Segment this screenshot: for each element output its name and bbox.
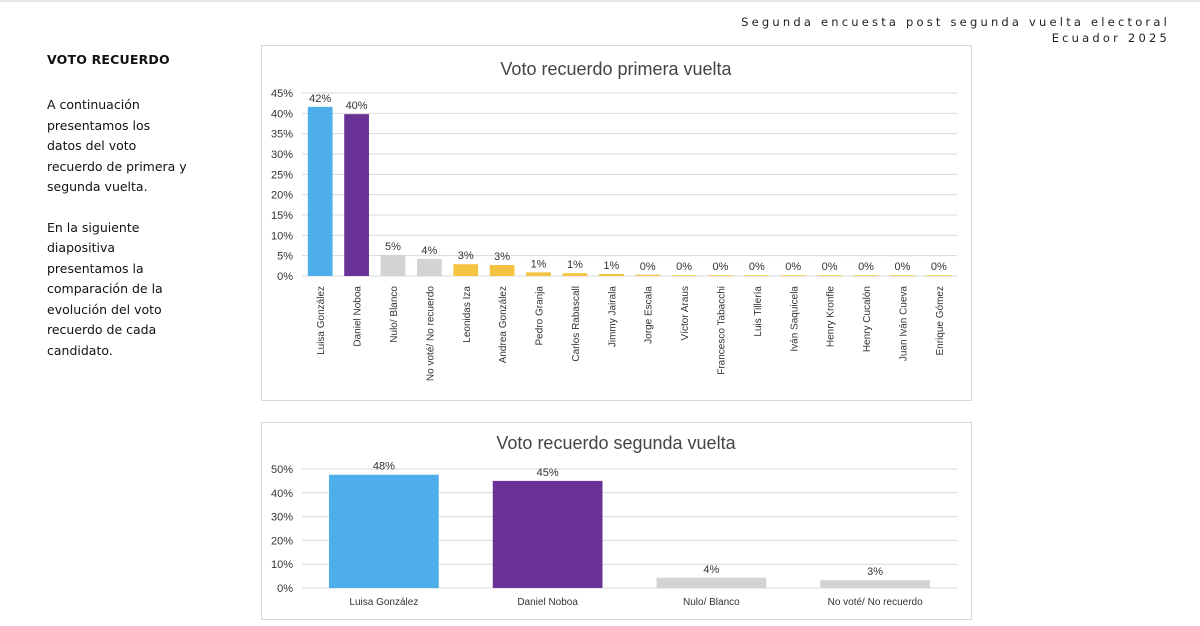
first-round-data-label: 0% <box>822 261 838 273</box>
first-round-bar <box>890 275 915 276</box>
second-round-category-label: Nulo/ Blanco <box>683 597 740 608</box>
first-round-bar <box>380 254 406 276</box>
sidebar: VOTO RECUERDO A continuación presentamos… <box>47 52 187 381</box>
second-round-y-tick-label: 10% <box>271 559 293 571</box>
first-round-category-label: Luisa González <box>316 286 327 355</box>
first-round-bar <box>489 265 515 276</box>
first-round-data-label: 0% <box>785 261 801 273</box>
section-title: VOTO RECUERDO <box>47 52 170 67</box>
second-round-y-tick-label: 0% <box>277 583 293 595</box>
first-round-chart: Voto recuerdo primera vuelta 0% 5% 10% 15% 20… <box>261 45 972 401</box>
first-round-data-label: 0% <box>713 261 729 273</box>
first-round-category-label: Iván Saquicela <box>789 286 800 352</box>
second-round-chart: Voto recuerdo segunda vuelta 0% 10% 20% 30% 4… <box>261 422 972 620</box>
second-round-bar <box>329 474 439 588</box>
second-round-title: Voto recuerdo segunda vuelta <box>496 433 736 453</box>
first-round-data-label: 1% <box>531 258 547 270</box>
second-round-chart-svg: Voto recuerdo segunda vuelta 0% 10% 20% 30% 4… <box>271 433 957 608</box>
first-round-category-label: Henry Cucalón <box>862 286 873 352</box>
first-round-bar <box>598 273 624 276</box>
second-round-data-label: 4% <box>703 564 719 576</box>
first-round-y-tick-label: 20% <box>271 190 293 202</box>
first-round-data-label: 0% <box>640 261 656 273</box>
first-round-data-label: 3% <box>494 251 510 263</box>
second-round-y-tick-label: 50% <box>271 464 293 476</box>
first-round-category-label: Jimmy Jairala <box>607 286 618 348</box>
first-round-y-tick-label: 35% <box>271 129 293 141</box>
first-round-data-label: 4% <box>421 245 437 257</box>
first-round-bar <box>307 106 333 277</box>
first-round-bar <box>453 264 479 276</box>
first-round-category-label: Henry Kronfle <box>826 286 837 348</box>
second-round-y-tick-label: 40% <box>271 488 293 500</box>
first-round-bar <box>526 272 551 276</box>
first-round-category-label: Jorge Escala <box>644 286 655 344</box>
first-round-category-label: Leonidas Iza <box>462 286 473 343</box>
first-round-bar <box>853 275 879 276</box>
first-round-y-tick-label: 45% <box>271 88 293 100</box>
first-round-category-label: Carlos Rabascall <box>571 286 582 362</box>
first-round-bar <box>416 258 442 276</box>
second-round-bar <box>492 480 603 588</box>
first-round-data-label: 0% <box>894 261 910 273</box>
first-round-bar <box>926 275 952 276</box>
second-round-category-label: No voté/ No recuerdo <box>828 597 923 608</box>
header-line-2: Ecuador 2025 <box>1051 31 1170 45</box>
second-round-y-tick-label: 30% <box>271 512 293 524</box>
first-round-category-label: Víctor Araus <box>680 286 691 340</box>
first-round-data-label: 3% <box>458 250 474 262</box>
second-round-y-tick-label: 20% <box>271 535 293 547</box>
first-round-y-tick-label: 15% <box>271 210 293 222</box>
first-round-data-label: 42% <box>309 93 331 105</box>
top-rule <box>0 0 1200 2</box>
first-round-y-tick-label: 25% <box>271 169 293 181</box>
first-round-y-tick-label: 30% <box>271 149 293 161</box>
second-round-data-label: 45% <box>537 467 559 479</box>
first-round-data-label: 0% <box>931 261 947 273</box>
first-round-category-label: Nulo/ Blanco <box>389 286 400 343</box>
first-round-bar <box>780 275 806 276</box>
second-round-data-label: 3% <box>867 566 883 578</box>
first-round-y-tick-label: 10% <box>271 230 293 242</box>
first-round-category-label: Daniel Noboa <box>353 286 364 347</box>
second-round-category-label: Luisa González <box>349 597 418 608</box>
first-round-data-label: 1% <box>567 259 583 271</box>
first-round-data-label: 0% <box>676 261 692 273</box>
first-round-data-label: 40% <box>346 100 368 112</box>
first-round-bar <box>744 275 770 276</box>
first-round-bar <box>708 275 733 276</box>
first-round-data-label: 0% <box>858 261 874 273</box>
first-round-bar <box>671 275 697 276</box>
first-round-y-tick-label: 5% <box>277 251 293 263</box>
first-round-y-tick-label: 0% <box>277 271 293 283</box>
first-round-bar <box>635 274 661 276</box>
first-round-data-label: 5% <box>385 241 401 253</box>
first-round-category-label: Enrique Gómez <box>935 286 946 355</box>
first-round-category-label: Francesco Tabacchi <box>716 286 727 375</box>
first-round-data-label: 1% <box>603 260 619 272</box>
first-round-title: Voto recuerdo primera vuelta <box>500 59 732 79</box>
first-round-chart-svg: Voto recuerdo primera vuelta 0% 5% 10% 15% 20… <box>271 59 957 381</box>
second-round-category-label: Daniel Noboa <box>517 597 578 608</box>
first-round-category-label: Andrea González <box>498 286 509 363</box>
intro-paragraph: A continuación presentamos los datos del… <box>47 97 187 194</box>
first-round-data-label: 0% <box>749 261 765 273</box>
next-slide-paragraph: En la siguiente diapositiva presentamos … <box>47 219 163 358</box>
first-round-bar <box>817 275 843 276</box>
header-line-1: Segunda encuesta post segunda vuelta ele… <box>741 15 1170 29</box>
second-round-bar <box>820 580 930 588</box>
second-round-bar <box>656 577 767 588</box>
report-header: Segunda encuesta post segunda vuelta ele… <box>741 14 1170 46</box>
first-round-category-label: Luis Tillería <box>753 286 764 337</box>
first-round-bar <box>562 273 588 276</box>
second-round-data-label: 48% <box>373 461 395 473</box>
first-round-category-label: Pedro Granja <box>535 286 546 346</box>
first-round-y-tick-label: 40% <box>271 108 293 120</box>
first-round-category-label: No voté/ No recuerdo <box>425 286 436 381</box>
first-round-category-label: Juan Iván Cueva <box>898 286 909 361</box>
first-round-bar <box>344 114 369 276</box>
